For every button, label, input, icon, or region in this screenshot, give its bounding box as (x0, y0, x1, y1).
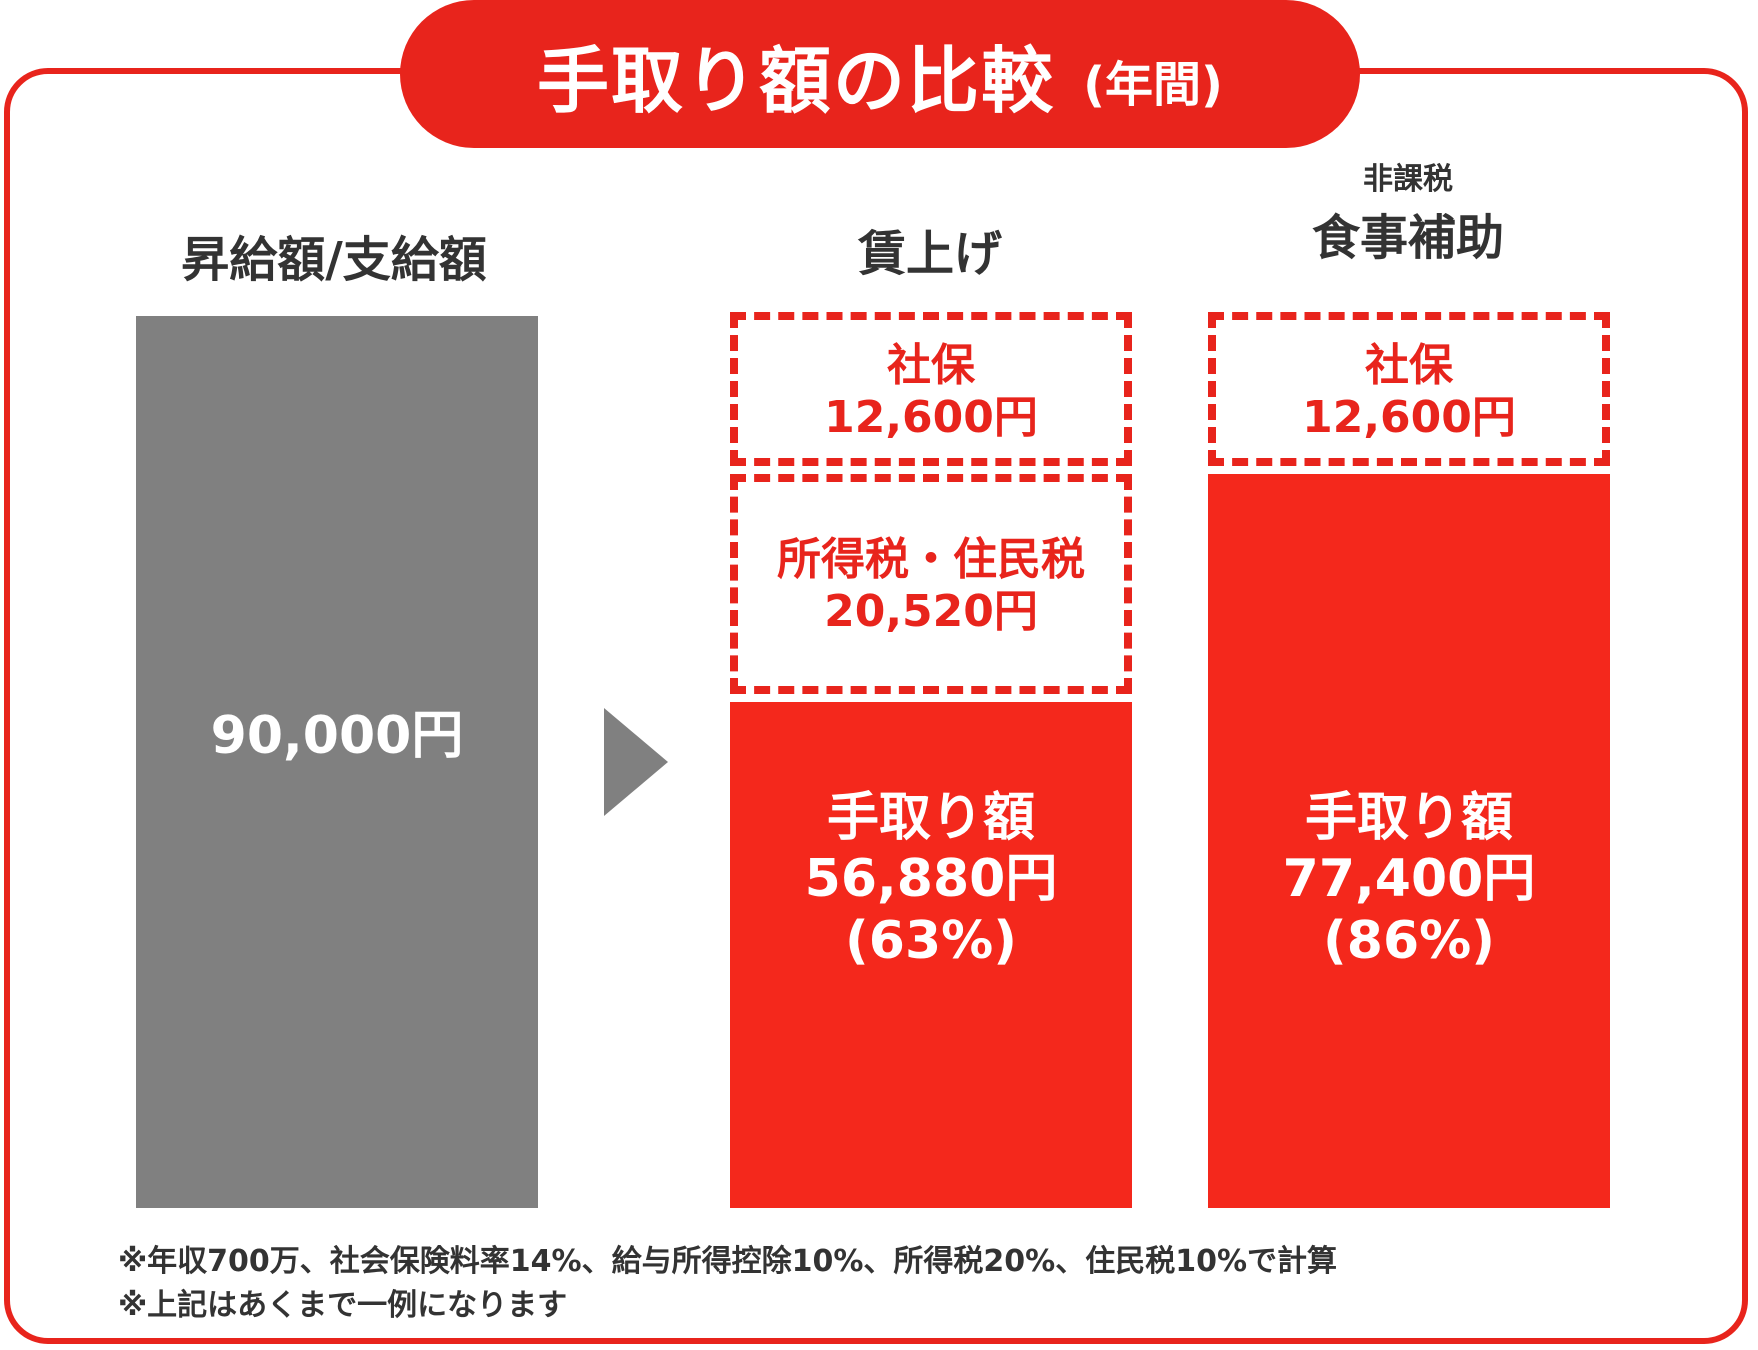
header-meal-sub: 非課税 (1363, 162, 1453, 197)
meal-net-amount: 77,400円 (1282, 849, 1536, 910)
wage-net-pct: (63%) (845, 910, 1017, 971)
chart-title-period: (年間) (1083, 57, 1223, 113)
wage-social-amount: 12,600円 (824, 391, 1038, 443)
header-wage-label: 賃上げ (857, 226, 1002, 282)
meal-net-label: 手取り額 (1304, 788, 1513, 848)
chart-title: 手取り額の比較 (537, 38, 1056, 123)
meal-net-pct: (86%) (1323, 910, 1495, 971)
bar-wage-social-insurance: 社保 12,600円 (730, 312, 1132, 466)
bar-wage-tax: 所得税・住民税 20,520円 (730, 474, 1132, 694)
header-wage: 賃上げ (730, 214, 1130, 284)
footnote-calculation: ※年収700万、社会保険料率14%、給与所得控除10%、所得税20%、住民税10… (118, 1244, 1338, 1279)
wage-social-label: 社保 (887, 340, 975, 391)
title-banner: 手取り額の比較 (年間) (400, 0, 1360, 148)
wage-net-label: 手取り額 (826, 788, 1035, 848)
header-meal: 非課税 食事補助 (1208, 162, 1608, 268)
header-meal-label: 食事補助 (1311, 210, 1504, 266)
bar-meal-social-insurance: 社保 12,600円 (1208, 312, 1610, 466)
wage-tax-amount: 20,520円 (824, 585, 1038, 637)
footnote-example: ※上記はあくまで一例になります (118, 1288, 568, 1323)
wage-tax-label: 所得税・住民税 (777, 534, 1085, 585)
header-base-label: 昇給額/支給額 (181, 232, 487, 288)
meal-social-label: 社保 (1365, 340, 1453, 391)
wage-net-amount: 56,880円 (804, 849, 1058, 910)
header-base: 昇給額/支給額 (134, 220, 534, 290)
arrow-right-icon (604, 708, 668, 816)
meal-social-amount: 12,600円 (1302, 391, 1516, 443)
bar-wage-net: 手取り額 56,880円 (63%) (730, 702, 1132, 1208)
bar-base-amount: 90,000円 (136, 316, 538, 1208)
bar-meal-net: 手取り額 77,400円 (86%) (1208, 474, 1610, 1208)
bar-base-amount-label: 90,000円 (210, 706, 464, 766)
